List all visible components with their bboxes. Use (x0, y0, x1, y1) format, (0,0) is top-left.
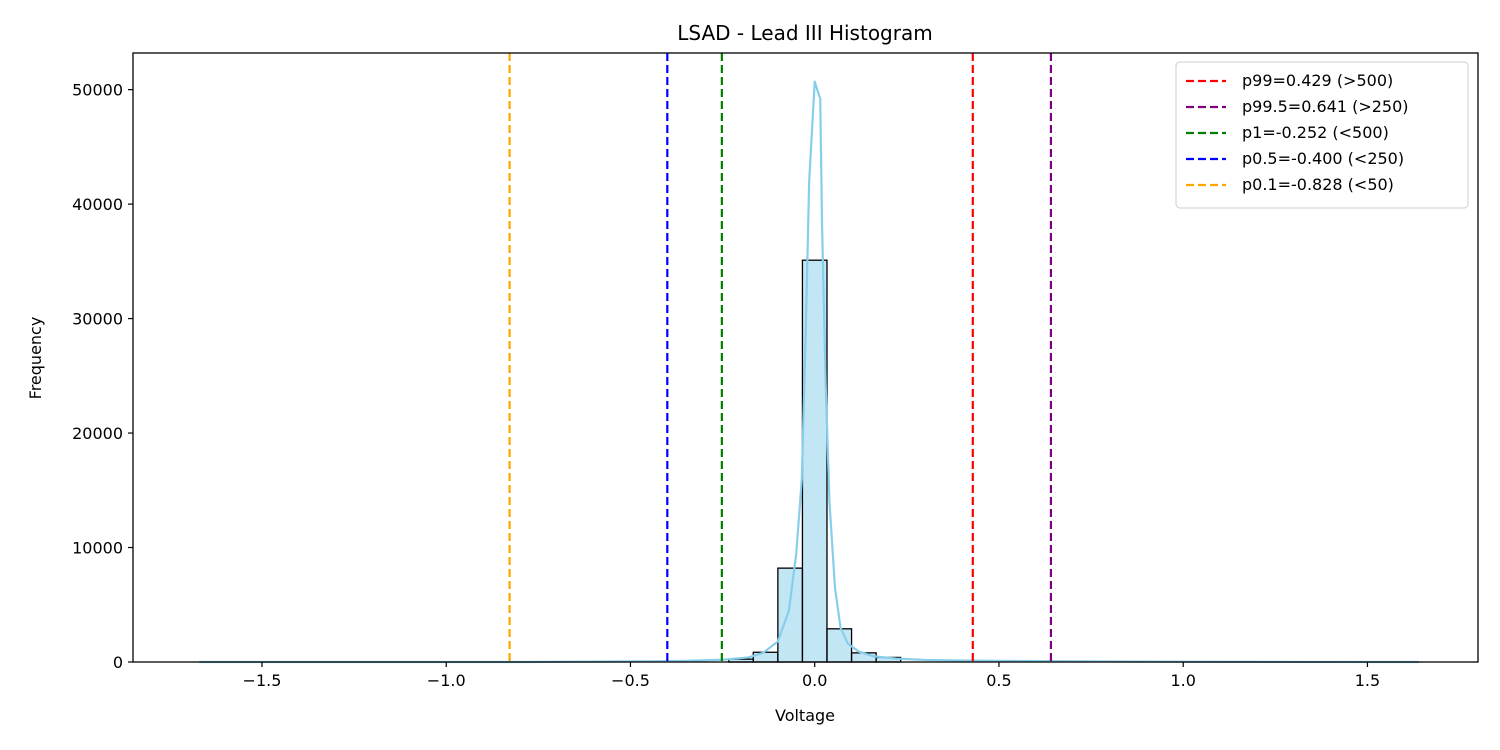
x-tick-label-6: 1.5 (1355, 671, 1380, 690)
legend-label-3: p0.5=-0.400 (<250) (1242, 149, 1404, 168)
y-tick-label-2: 20000 (72, 424, 123, 443)
histogram-bar-2 (777, 567, 804, 663)
legend-box (1175, 61, 1469, 209)
legend: p99=0.429 (>500) p99.5=0.641 (>250) p1=-0.… (1175, 61, 1469, 209)
y-tick-label-1: 10000 (72, 539, 123, 558)
legend-label-0: p99=0.429 (>500) (1242, 71, 1393, 90)
y-tick-label-5: 50000 (72, 81, 123, 100)
y-axis-ticks: 0 10000 20000 30000 40000 50000 (72, 81, 133, 672)
x-tick-label-3: 0.0 (802, 671, 827, 690)
kde-curve-layer (199, 80, 1420, 664)
y-tick-label-4: 40000 (72, 195, 123, 214)
x-tick-label-1: −1.0 (427, 671, 466, 690)
legend-label-1: p99.5=0.641 (>250) (1242, 97, 1409, 116)
legend-label-2: p1=-0.252 (<500) (1242, 123, 1389, 142)
plot-area-frame (132, 52, 1479, 663)
y-tick-label-0: 0 (113, 653, 123, 672)
x-axis-ticks: −1.5 −1.0 −0.5 0.0 0.5 1.0 1.5 (243, 662, 1380, 690)
y-axis-label: Frequency (26, 317, 45, 400)
percentile-lines (508, 53, 1053, 662)
x-tick-label-0: −1.5 (243, 671, 282, 690)
y-tick-label-3: 30000 (72, 310, 123, 329)
chart-title: LSAD - Lead III Histogram (677, 21, 932, 45)
x-axis-label: Voltage (775, 706, 835, 725)
x-tick-label-2: −0.5 (611, 671, 650, 690)
histogram-bar-4 (826, 628, 853, 663)
legend-label-4: p0.1=-0.828 (<50) (1242, 175, 1394, 194)
x-tick-label-4: 0.5 (986, 671, 1011, 690)
kde-curve (199, 80, 1420, 664)
x-tick-label-5: 1.0 (1170, 671, 1195, 690)
